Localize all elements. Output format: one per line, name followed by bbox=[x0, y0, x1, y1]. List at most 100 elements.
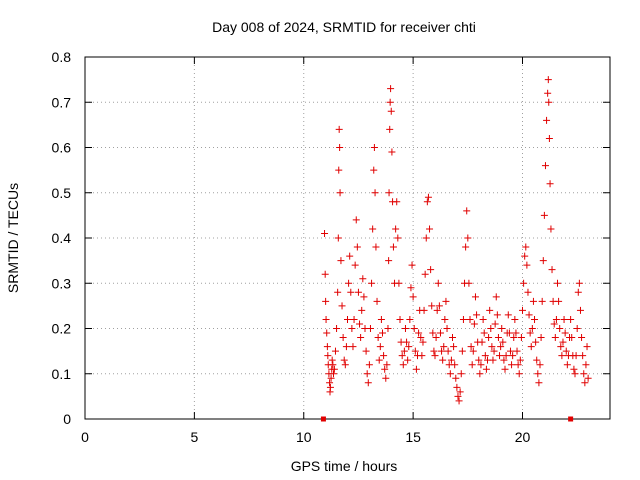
data-point bbox=[493, 311, 501, 319]
data-point bbox=[540, 211, 548, 219]
data-point bbox=[499, 338, 507, 346]
data-point bbox=[517, 334, 525, 342]
data-point bbox=[333, 325, 341, 332]
data-point bbox=[334, 288, 342, 296]
data-point bbox=[323, 343, 331, 351]
grid bbox=[85, 57, 610, 419]
data-point bbox=[405, 343, 413, 351]
data-point bbox=[387, 85, 395, 93]
data-point bbox=[371, 189, 379, 197]
data-point bbox=[523, 261, 531, 269]
data-point bbox=[351, 261, 359, 269]
data-point bbox=[453, 383, 461, 391]
data-point bbox=[384, 325, 392, 332]
data-point bbox=[545, 98, 553, 106]
data-point bbox=[330, 365, 338, 373]
data-point bbox=[403, 338, 411, 346]
data-point bbox=[434, 279, 442, 287]
data-point bbox=[436, 329, 444, 337]
data-point bbox=[370, 166, 378, 174]
x-tick-label: 20 bbox=[515, 429, 531, 445]
data-point bbox=[533, 356, 541, 364]
data-point bbox=[386, 125, 394, 133]
data-point bbox=[480, 329, 488, 337]
data-point bbox=[471, 293, 479, 301]
data-point bbox=[482, 365, 490, 373]
data-point bbox=[379, 329, 386, 337]
data-point bbox=[356, 320, 364, 328]
data-point bbox=[340, 356, 348, 364]
data-point bbox=[443, 325, 451, 332]
data-point bbox=[548, 266, 556, 274]
data-point bbox=[423, 198, 431, 206]
data-point bbox=[400, 347, 408, 355]
data-point bbox=[411, 347, 419, 355]
data-point bbox=[531, 315, 539, 323]
data-point bbox=[544, 89, 552, 97]
data-point bbox=[458, 347, 466, 355]
baseline-markers bbox=[320, 416, 574, 422]
data-point bbox=[509, 352, 517, 360]
data-point bbox=[506, 347, 514, 355]
data-point bbox=[515, 370, 523, 378]
data-point bbox=[489, 356, 497, 364]
data-point bbox=[525, 311, 533, 319]
data-point bbox=[456, 388, 464, 396]
data-point bbox=[404, 356, 412, 364]
data-point bbox=[576, 306, 584, 314]
data-point bbox=[452, 374, 460, 382]
data-point bbox=[334, 234, 342, 242]
data-point bbox=[477, 361, 485, 369]
data-point bbox=[326, 379, 334, 387]
data-point bbox=[547, 225, 555, 233]
data-point bbox=[441, 315, 449, 323]
y-tick-label: 0.6 bbox=[52, 140, 72, 156]
data-point bbox=[449, 334, 456, 342]
data-point bbox=[488, 343, 496, 351]
data-point bbox=[336, 144, 344, 151]
data-point bbox=[475, 356, 483, 364]
y-tick-label: 0.1 bbox=[52, 366, 72, 382]
data-point bbox=[444, 347, 452, 355]
data-point bbox=[522, 243, 530, 251]
data-point bbox=[554, 279, 561, 287]
data-point bbox=[360, 293, 368, 301]
data-point bbox=[323, 329, 331, 337]
data-point bbox=[567, 315, 575, 323]
data-point bbox=[535, 379, 543, 387]
data-point bbox=[573, 325, 581, 332]
data-point bbox=[330, 370, 337, 378]
data-point bbox=[560, 315, 568, 323]
data-point bbox=[578, 334, 586, 342]
data-point bbox=[322, 297, 330, 305]
data-point bbox=[326, 383, 334, 391]
data-point bbox=[450, 343, 458, 351]
data-point bbox=[464, 234, 472, 242]
data-point bbox=[372, 243, 380, 251]
data-point bbox=[572, 352, 580, 360]
data-point bbox=[419, 338, 427, 346]
data-point bbox=[336, 189, 344, 197]
data-point bbox=[511, 315, 519, 323]
data-point bbox=[478, 338, 486, 346]
data-point bbox=[582, 361, 590, 369]
data-point bbox=[491, 320, 499, 328]
data-point bbox=[451, 361, 459, 369]
data-point bbox=[574, 288, 582, 296]
data-point bbox=[375, 356, 383, 364]
data-point bbox=[324, 352, 332, 360]
data-point bbox=[559, 338, 567, 346]
data-point bbox=[366, 325, 374, 332]
data-point bbox=[409, 293, 417, 301]
data-point bbox=[388, 148, 396, 156]
data-point bbox=[536, 361, 544, 369]
data-point bbox=[380, 352, 388, 360]
data-point bbox=[392, 225, 400, 233]
data-point bbox=[417, 334, 425, 342]
axis-ticks: 0 0.1 0.2 0.3 0.4 0.5 0.6 0.7 0.8 0 5 10 15 20 bbox=[52, 49, 610, 445]
data-point bbox=[498, 325, 506, 332]
data-point bbox=[383, 361, 391, 369]
data-point bbox=[431, 352, 439, 360]
data-point bbox=[528, 325, 536, 332]
